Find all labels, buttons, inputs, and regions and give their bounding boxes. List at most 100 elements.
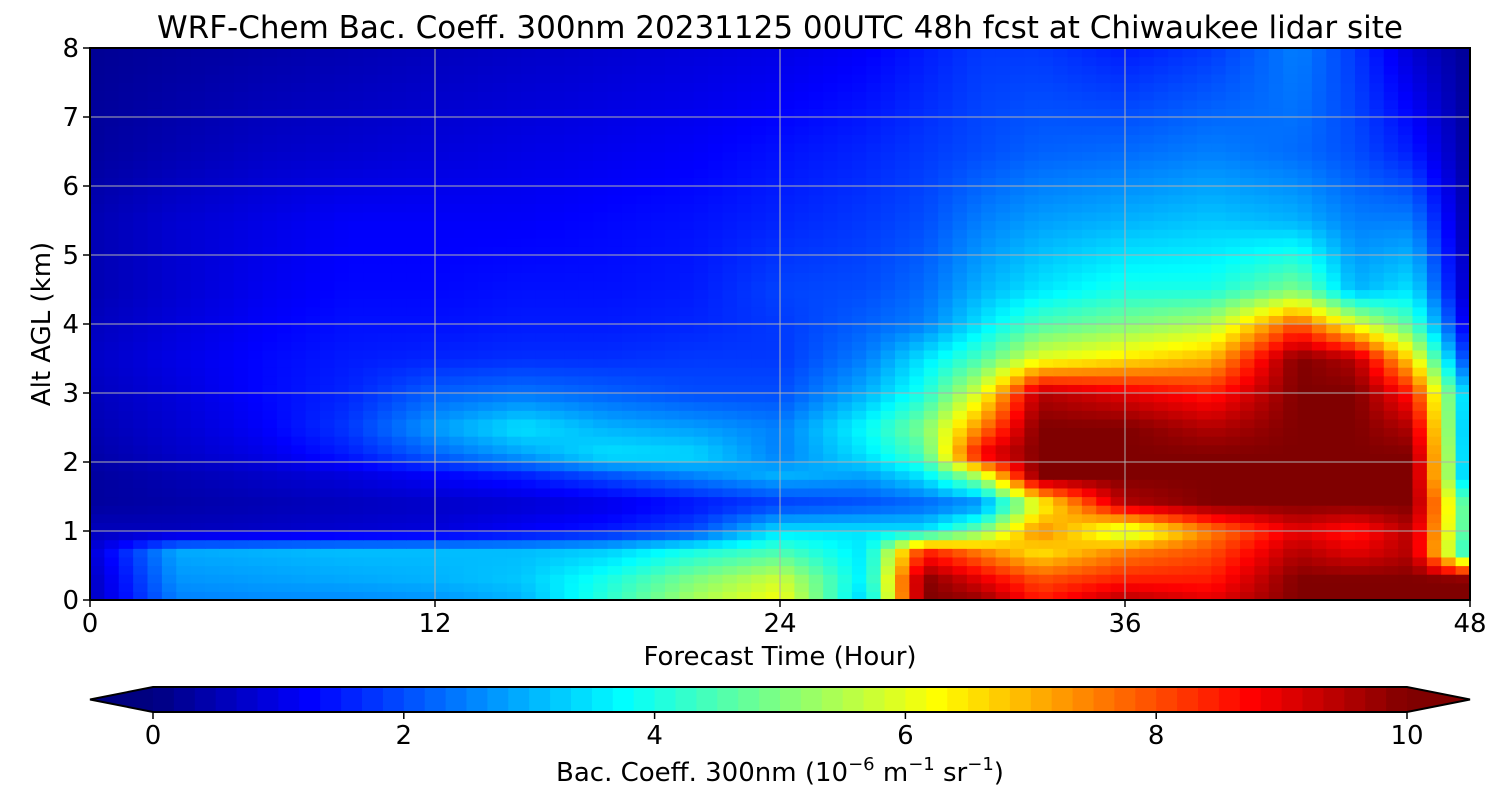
heatmap-cell [1398,186,1414,196]
heatmap-cell [952,203,968,213]
heatmap-cell [176,237,192,247]
heatmap-cell [1355,513,1370,523]
heatmap-cell [1398,470,1414,480]
heatmap-cell [578,565,594,575]
heatmap-cell [133,556,149,567]
heatmap-cell [1139,427,1155,437]
heatmap-cell [1081,470,1097,480]
heatmap-cell [823,186,839,196]
heatmap-cell [233,548,249,558]
heatmap-cell [1010,384,1025,394]
heatmap-cell [205,160,220,170]
heatmap-cell [1067,401,1083,411]
heatmap-cell [521,487,537,498]
heatmap-cell [521,272,537,282]
heatmap-cell [1110,582,1126,592]
heatmap-cell [1067,393,1083,403]
heatmap-cell [90,272,105,282]
heatmap-cell [1254,324,1270,334]
heatmap-cell [722,522,738,532]
heatmap-cell [406,574,422,584]
heatmap-cell [751,280,767,291]
heatmap-cell [1383,418,1399,429]
heatmap-cell [981,186,997,196]
heatmap-cell [1297,211,1313,222]
heatmap-cell [1053,401,1069,411]
heatmap-cell [938,418,954,429]
heatmap-cell [607,436,623,446]
heatmap-cell [1283,186,1299,196]
heatmap-cell [995,315,1011,325]
heatmap-cell [550,298,565,308]
heatmap-cell [176,591,192,601]
heatmap-cell [1297,393,1313,403]
heatmap-cell [190,332,206,342]
heatmap-cell [607,211,623,222]
heatmap-cell [1455,453,1471,463]
heatmap-cell [909,539,925,549]
heatmap-cell [1340,211,1356,222]
heatmap-cell [1297,436,1313,446]
heatmap-cell [276,280,292,291]
heatmap-cell [895,358,910,368]
heatmap-cell [1340,384,1356,394]
heatmap-cell [1398,272,1414,282]
heatmap-cell [1010,444,1025,454]
heatmap-cell [780,341,795,351]
heatmap-cell [923,203,939,213]
heatmap-cell [1139,341,1155,351]
heatmap-cell [276,315,292,325]
heatmap-cell [1355,505,1370,515]
heatmap-cell [693,186,709,196]
heatmap-cell [1441,548,1457,558]
heatmap-cell [794,462,810,472]
heatmap-cell [1355,341,1370,351]
heatmap-cell [1196,358,1212,368]
heatmap-cell [233,306,249,316]
heatmap-cell [650,462,666,472]
heatmap-cell [1125,349,1140,360]
heatmap-cell [348,444,364,454]
heatmap-cell [751,548,767,558]
heatmap-cell [1081,393,1097,403]
heatmap-cell [1240,272,1255,282]
heatmap-cell [435,453,450,463]
heatmap-cell [851,531,867,541]
heatmap-cell [578,496,594,506]
heatmap-cell [1081,479,1097,489]
heatmap-cell [966,332,982,342]
heatmap-cell [1268,160,1284,170]
heatmap-cell [334,513,350,523]
heatmap-cell [1196,574,1212,584]
heatmap-cell [1139,289,1155,299]
heatmap-cell [176,229,192,239]
heatmap-cell [1125,556,1140,567]
heatmap-cell [305,565,321,575]
heatmap-cell [621,298,637,308]
heatmap-cell [679,513,695,523]
heatmap-cell [348,349,364,360]
heatmap-cell [90,574,105,584]
heatmap-cell [938,496,954,506]
heatmap-cell [248,367,264,377]
heatmap-cell [205,220,220,230]
heatmap-cell [147,410,163,420]
heatmap-cell [147,306,163,316]
heatmap-cell [722,211,738,222]
heatmap-cell [794,255,810,265]
heatmap-cell [176,496,192,506]
heatmap-cell [1398,539,1414,549]
heatmap-cell [995,591,1011,601]
heatmap-cell [1326,556,1342,567]
heatmap-cell [1211,479,1227,489]
heatmap-cell [161,522,177,532]
heatmap-cell [334,280,350,291]
heatmap-cell [1081,531,1097,541]
heatmap-cell [607,539,623,549]
heatmap-cell [147,462,163,472]
heatmap-cell [176,470,192,480]
heatmap-cell [1125,358,1140,368]
heatmap-cell [90,556,105,567]
heatmap-cell [176,418,192,429]
heatmap-cell [435,556,450,567]
